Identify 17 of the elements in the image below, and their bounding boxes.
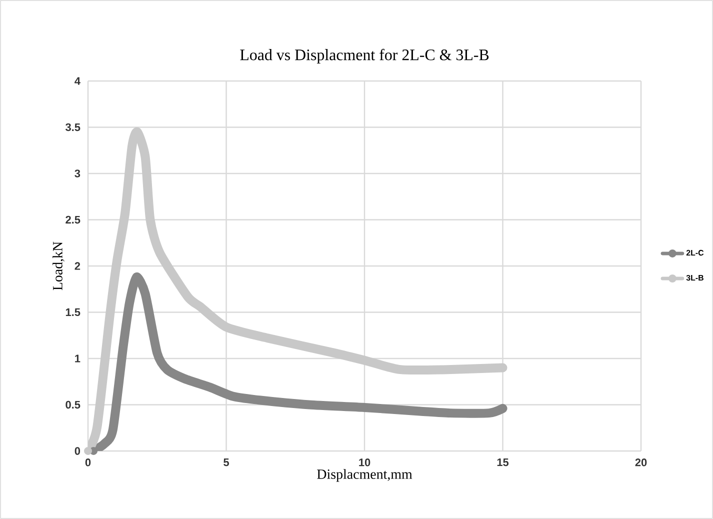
y-tick-label: 2	[74, 262, 80, 270]
x-tick-label: 10	[359, 458, 370, 466]
y-tick-label: 3	[74, 170, 80, 178]
y-tick-label: 4	[74, 77, 80, 85]
y-tick-label: 1	[75, 354, 80, 362]
x-tick-label: 20	[635, 458, 647, 466]
x-tick-label: 15	[497, 458, 509, 466]
y-tick-label: 0	[74, 447, 80, 455]
y-tick-label: 3.5	[66, 123, 80, 132]
chart-title: Load vs Displacment for 2L-C & 3L-B	[240, 48, 489, 64]
y-tick-label: 1.5	[66, 308, 80, 316]
x-tick-label: 0	[85, 458, 91, 466]
y-axis-title: Load,kN	[52, 242, 64, 290]
y-tick-label: 0.5	[66, 400, 80, 409]
x-axis-title: Displacment,mm	[317, 469, 412, 482]
x-tick-label: 5	[224, 458, 229, 466]
y-tick-label: 2.5	[66, 216, 80, 224]
